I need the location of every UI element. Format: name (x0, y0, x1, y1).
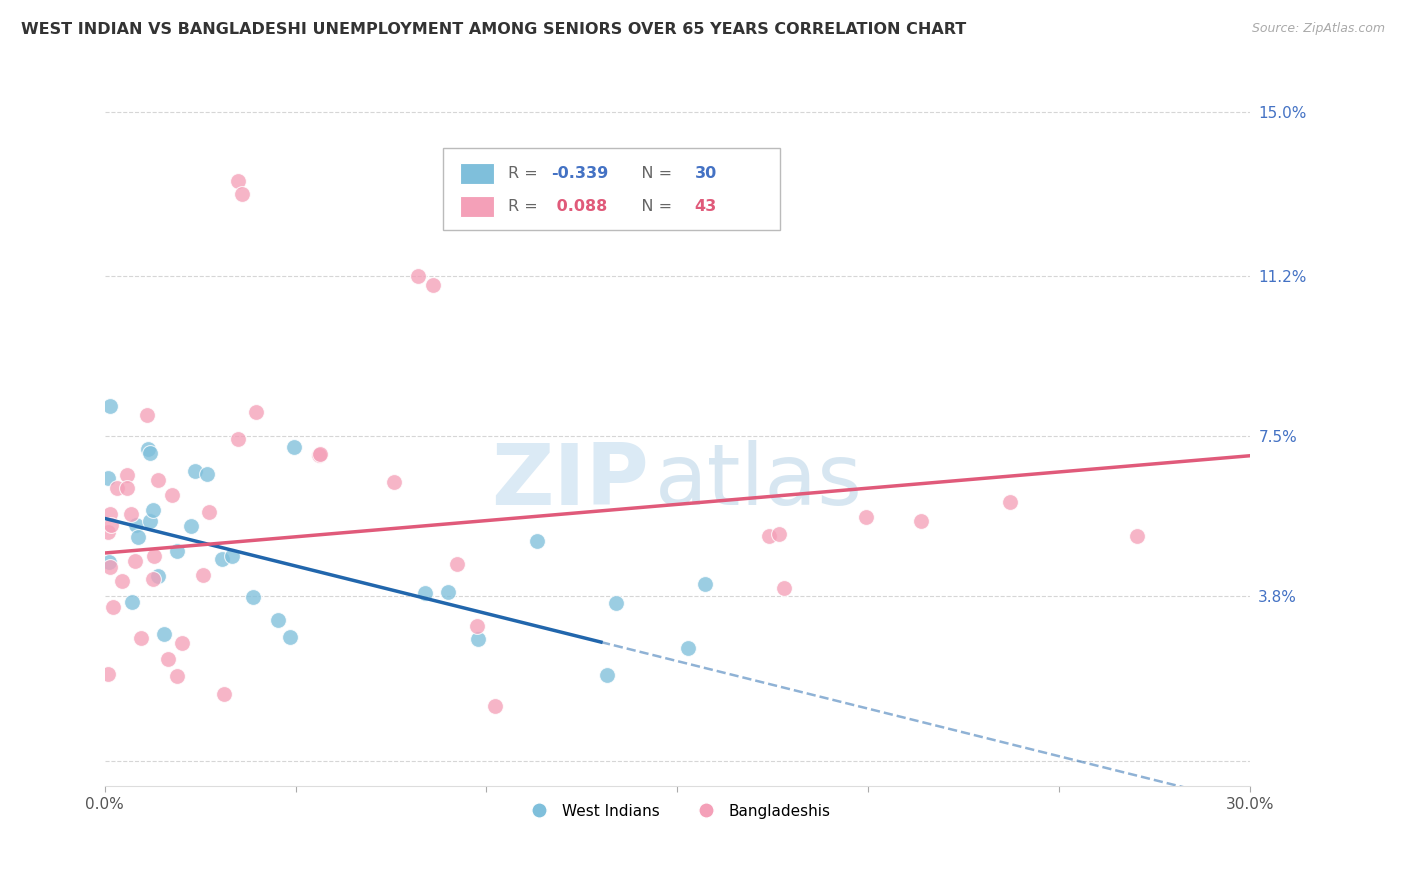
Point (97, 667, 120, 681)
Text: N =: N = (626, 199, 678, 214)
Point (111, 574, 134, 588)
Point (129, 631, 152, 645)
Point (309, 447, 332, 461)
Point (170, 636, 193, 650)
Point (422, 277, 444, 292)
Point (910, 514, 932, 528)
Point (382, 475, 405, 489)
Text: R =: R = (508, 199, 543, 214)
Point (446, 557, 468, 571)
Point (160, 487, 183, 501)
Point (242, 591, 264, 605)
Point (142, 572, 165, 586)
Text: N =: N = (626, 166, 678, 181)
Point (1000, 495, 1022, 509)
Point (467, 632, 489, 646)
Legend: West Indians, Bangladeshis: West Indians, Bangladeshis (517, 797, 837, 825)
Point (595, 667, 617, 681)
FancyBboxPatch shape (443, 148, 780, 230)
Point (166, 543, 188, 558)
Point (98, 399, 121, 413)
Point (231, 187, 253, 202)
Point (120, 507, 142, 521)
Text: R =: R = (508, 166, 543, 181)
Point (193, 568, 215, 582)
Point (226, 174, 249, 188)
Point (97, 471, 120, 485)
Point (413, 585, 436, 599)
Point (115, 468, 138, 483)
Text: 0.088: 0.088 (551, 199, 607, 214)
Point (855, 509, 877, 524)
Point (98, 560, 121, 574)
Text: 43: 43 (695, 199, 717, 214)
Point (211, 551, 233, 566)
Point (221, 549, 243, 563)
Point (100, 517, 122, 532)
Point (228, 432, 250, 446)
Text: -0.339: -0.339 (551, 166, 609, 181)
Point (437, 585, 460, 599)
Text: ZIP: ZIP (491, 440, 648, 523)
Point (768, 526, 790, 541)
Point (139, 514, 162, 528)
Point (127, 530, 149, 544)
Point (676, 641, 699, 656)
Point (605, 596, 627, 610)
Point (166, 668, 188, 682)
Point (465, 619, 488, 633)
Point (308, 448, 330, 462)
Point (100, 508, 122, 522)
Point (142, 549, 165, 563)
Point (142, 502, 165, 516)
Point (139, 445, 162, 459)
Point (121, 595, 143, 609)
Point (183, 464, 205, 478)
Point (124, 554, 146, 568)
Point (180, 519, 202, 533)
Text: 30: 30 (695, 166, 717, 181)
Point (136, 408, 159, 422)
Point (97, 525, 120, 540)
Point (136, 442, 159, 456)
Point (693, 577, 716, 591)
Point (280, 630, 302, 644)
Point (212, 687, 235, 701)
Text: Source: ZipAtlas.com: Source: ZipAtlas.com (1251, 22, 1385, 36)
Point (97, 555, 120, 569)
Point (146, 569, 169, 583)
Point (125, 517, 148, 532)
Point (146, 473, 169, 487)
Point (526, 534, 548, 549)
Point (115, 481, 138, 495)
Point (773, 581, 796, 595)
Point (198, 505, 221, 519)
Point (267, 613, 290, 627)
Point (1126, 529, 1149, 543)
Point (406, 269, 429, 284)
Bar (460, 162, 494, 184)
Point (105, 481, 128, 495)
Point (195, 467, 218, 482)
Point (156, 652, 179, 666)
Point (484, 698, 506, 713)
Text: WEST INDIAN VS BANGLADESHI UNEMPLOYMENT AMONG SENIORS OVER 65 YEARS CORRELATION : WEST INDIAN VS BANGLADESHI UNEMPLOYMENT … (21, 22, 966, 37)
Point (101, 600, 124, 615)
Text: atlas: atlas (654, 440, 862, 523)
Point (758, 529, 780, 543)
Point (245, 405, 267, 419)
Bar (460, 196, 494, 217)
Point (153, 626, 176, 640)
Point (283, 440, 305, 454)
